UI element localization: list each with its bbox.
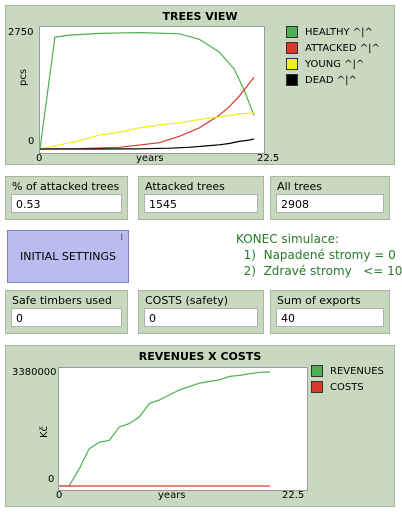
revenues-x-axis-label: years	[158, 490, 186, 501]
monitor-attacked-trees-value: 1545	[144, 194, 258, 213]
trees-y-axis-label: pcs	[18, 68, 29, 86]
initial-settings-label: INITIAL SETTINGS	[20, 250, 116, 263]
costs-swatch	[311, 381, 323, 393]
revenues-y-axis-label: Kč	[39, 425, 50, 438]
legend-item-young: YOUNG ^|^	[286, 56, 380, 72]
legend-costs-label: COSTS	[330, 381, 364, 393]
healthy-swatch	[286, 26, 298, 38]
legend-item-healthy: HEALTHY ^|^	[286, 24, 380, 40]
monitor-all-trees-label: All trees	[277, 180, 322, 193]
revenues-swatch	[311, 365, 323, 377]
monitor-percent-attacked: % of attacked trees 0.53	[5, 176, 128, 220]
end-note-title: KONEC simulace:	[236, 232, 340, 246]
monitor-safe-timbers: Safe timbers used 0	[5, 290, 128, 334]
young-swatch	[286, 58, 298, 70]
monitor-costs-safety-label: COSTS (safety)	[145, 294, 229, 307]
monitor-costs-safety-value: 0	[144, 308, 258, 327]
dead-swatch	[286, 74, 298, 86]
series-line-revenues	[59, 371, 270, 487]
legend-revenues-label: REVENUES	[330, 365, 384, 377]
revenues-y-max-label: 3380000	[12, 367, 57, 378]
initial-settings-button[interactable]: INITIAL SETTINGS I	[7, 230, 129, 283]
trees-plot-svg	[40, 31, 255, 150]
monitor-sum-exports-value: 40	[276, 308, 384, 327]
revenues-plot-area	[58, 367, 308, 491]
legend-item-costs: COSTS	[311, 379, 384, 395]
monitor-costs-safety: COSTS (safety) 0	[138, 290, 264, 334]
monitor-percent-attacked-value: 0.53	[11, 194, 122, 213]
revenues-costs-plot: REVENUES X COSTS 3380000 0 Kč 0 years 22…	[5, 345, 395, 507]
revenues-plot-svg	[59, 371, 270, 487]
legend-healthy-label: HEALTHY ^|^	[305, 26, 373, 38]
legend-attacked-label: ATTACKED ^|^	[305, 42, 380, 54]
monitor-sum-exports: Sum of exports 40	[270, 290, 390, 334]
trees-view-title: TREES VIEW	[162, 10, 238, 23]
revenues-legend: REVENUES COSTS	[311, 363, 384, 395]
series-line-dead	[40, 138, 255, 150]
legend-young-label: YOUNG ^|^	[305, 58, 365, 70]
trees-plot-area	[39, 26, 265, 154]
trees-legend: HEALTHY ^|^ ATTACKED ^|^ YOUNG ^|^ DEAD …	[286, 24, 380, 88]
trees-x-min-label: 0	[36, 153, 43, 164]
revenues-view-title: REVENUES X COSTS	[138, 350, 262, 363]
legend-item-dead: DEAD ^|^	[286, 72, 380, 88]
end-simulation-note: KONEC simulace: 1) Napadené stromy = 0 2…	[236, 231, 402, 279]
series-line-healthy	[40, 31, 255, 150]
monitor-percent-attacked-label: % of attacked trees	[12, 180, 120, 193]
revenues-y-min-label: 0	[48, 474, 55, 485]
legend-item-attacked: ATTACKED ^|^	[286, 40, 380, 56]
end-note-line2: 2) Zdravé stromy <= 10	[243, 264, 402, 278]
revenues-x-max-label: 22.5	[282, 490, 305, 501]
trees-y-max-label: 2750	[8, 27, 34, 38]
revenues-x-min-label: 0	[56, 490, 63, 501]
monitor-safe-timbers-label: Safe timbers used	[12, 294, 112, 307]
monitor-safe-timbers-value: 0	[11, 308, 122, 327]
monitor-attacked-trees: Attacked trees 1545	[138, 176, 264, 220]
trees-x-max-label: 22.5	[257, 153, 280, 164]
trees-view-plot: TREES VIEW 2750 0 pcs 0 years 22.5 HEALT…	[5, 5, 395, 165]
button-corner-marker: I	[120, 233, 123, 243]
legend-dead-label: DEAD ^|^	[305, 74, 357, 86]
monitor-attacked-trees-label: Attacked trees	[145, 180, 225, 193]
monitor-sum-exports-label: Sum of exports	[277, 294, 361, 307]
trees-x-axis-label: years	[136, 153, 164, 164]
series-line-young	[40, 112, 255, 150]
monitor-all-trees-value: 2908	[276, 194, 384, 213]
legend-item-revenues: REVENUES	[311, 363, 384, 379]
monitor-all-trees: All trees 2908	[270, 176, 390, 220]
series-line-attacked	[40, 76, 255, 150]
attacked-swatch	[286, 42, 298, 54]
end-note-line1: 1) Napadené stromy = 0	[243, 248, 396, 262]
trees-y-min-label: 0	[28, 136, 35, 147]
